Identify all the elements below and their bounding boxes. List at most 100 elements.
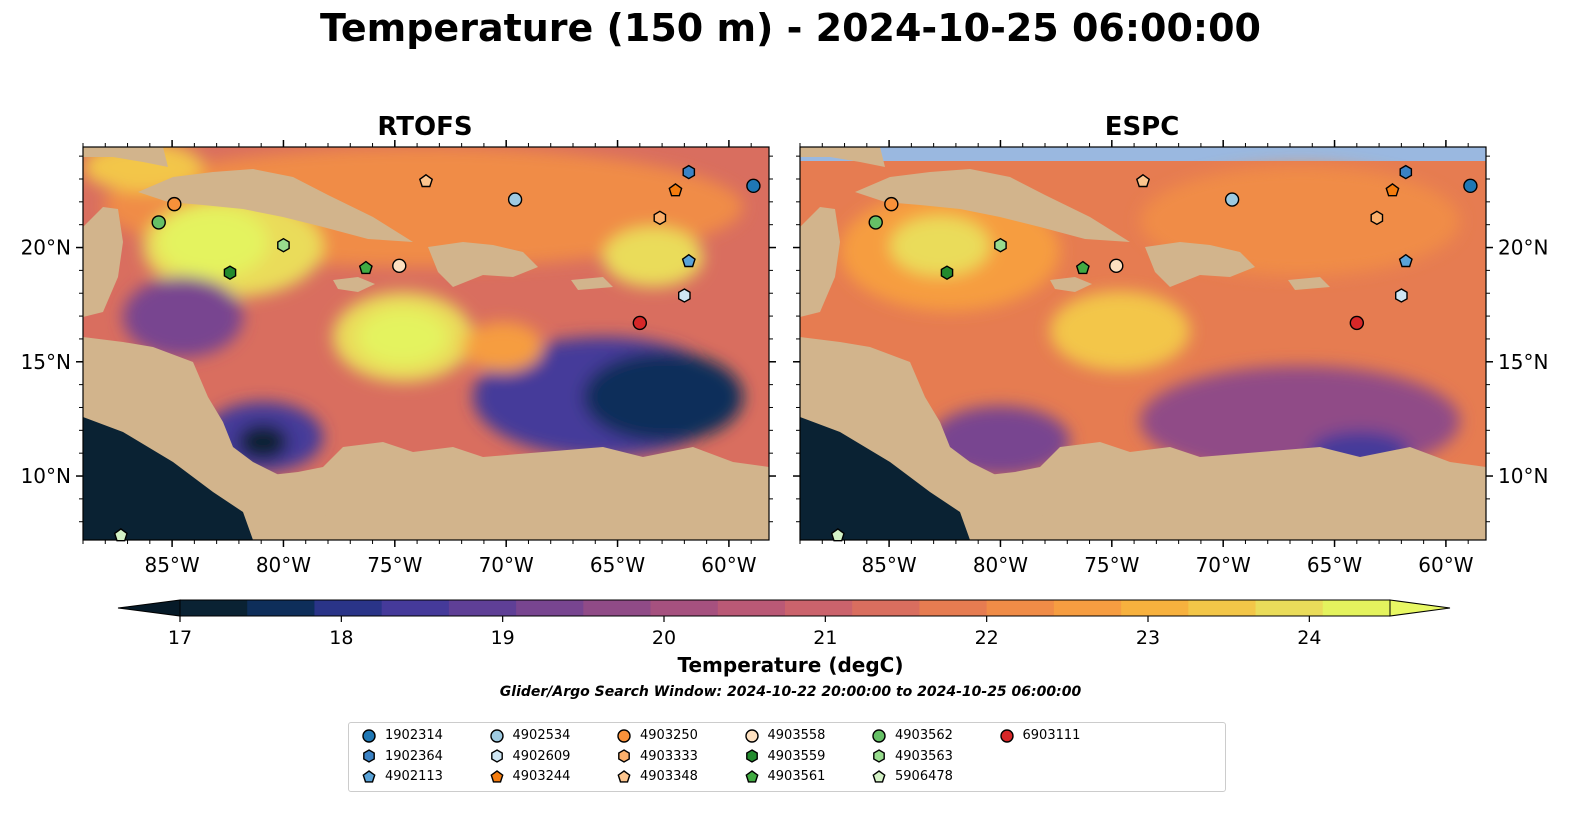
legend-label: 4902534	[512, 728, 571, 743]
lon-tick-label: 65°W	[1307, 553, 1362, 577]
legend-label: 4903244	[512, 769, 571, 784]
float-marker-4902113	[681, 253, 696, 268]
map-frame-espc	[799, 146, 1487, 541]
legend-item-4903562: 4903562	[871, 727, 953, 745]
panel-title-rtofs: RTOFS	[377, 112, 473, 142]
legend: 1902314 1902364 4902113 4902534 4902609 49032…	[348, 722, 1226, 792]
float-marker-4903561	[1075, 260, 1090, 275]
lon-tick-label: 80°W	[256, 553, 311, 577]
colorbar-segment	[852, 600, 920, 616]
legend-item-4902534: 4902534	[489, 727, 571, 745]
legend-item-1902364: 1902364	[361, 748, 443, 766]
legend-marker	[617, 728, 631, 743]
legend-item-4903559: 4903559	[744, 748, 825, 766]
legend-label: 4903563	[895, 748, 953, 764]
float-marker-4903333	[1370, 210, 1384, 226]
colorbar-segment	[650, 600, 719, 616]
legend-item-4903558: 4903558	[744, 727, 826, 745]
legend-label: 4903333	[640, 748, 698, 764]
colorbar-segment	[1053, 600, 1122, 616]
legend-label: 4902113	[385, 769, 443, 784]
float-marker-5906478	[113, 528, 128, 542]
circle-marker-icon	[362, 728, 376, 743]
float-marker-4902534	[1224, 192, 1240, 207]
legend-label: 4903250	[640, 728, 698, 743]
pentagon-marker-icon	[489, 769, 504, 783]
lon-tick-label: 65°W	[590, 553, 645, 577]
pentagon-marker-icon	[872, 769, 886, 783]
legend-item-4903561: 4903561	[744, 768, 826, 786]
legend-item-5906478: 5906478	[871, 768, 953, 786]
legend-marker	[362, 728, 376, 743]
float-marker-4903563	[994, 237, 1007, 253]
legend-marker	[745, 749, 758, 763]
float-marker-4903348	[1135, 173, 1151, 188]
legend-item-4903563: 4903563	[871, 748, 953, 766]
colorbar-segment	[583, 600, 652, 616]
pentagon-marker-icon	[744, 769, 759, 783]
colorbar-extend-high	[1389, 599, 1451, 617]
colorbar-segment	[1255, 600, 1324, 616]
legend-label: 5906478	[895, 769, 953, 784]
float-marker-4903561	[358, 260, 373, 275]
legend-marker	[872, 728, 886, 743]
float-marker-1902364	[682, 164, 696, 180]
colorbar-segment	[785, 600, 853, 616]
legend-marker	[872, 769, 886, 783]
legend-marker	[490, 749, 503, 763]
colorbar-segment	[919, 600, 988, 616]
float-marker-4903250	[167, 196, 182, 212]
float-marker-6903111	[632, 315, 648, 331]
colorbar-segment	[1121, 600, 1189, 616]
lon-tick-label: 80°W	[973, 553, 1028, 577]
lon-tick-label: 85°W	[144, 553, 199, 577]
colorbar-segment	[986, 600, 1055, 616]
lon-tick-label: 85°W	[861, 553, 916, 577]
legend-marker	[618, 749, 630, 763]
float-marker-4903250	[884, 196, 899, 212]
colorbar-tick-label: 18	[329, 627, 353, 649]
legend-item-4903348: 4903348	[616, 768, 698, 786]
float-marker-4903562	[151, 215, 166, 230]
colorbar-segment	[314, 600, 383, 616]
legend-item-4902609: 4902609	[489, 748, 570, 766]
figure-title: Temperature (150 m) - 2024-10-25 06:00:0…	[319, 6, 1261, 50]
legend-label: 4903561	[767, 769, 826, 784]
pentagon-marker-icon	[362, 769, 376, 783]
legend-marker	[617, 769, 631, 783]
legend-item-4903244: 4903244	[489, 768, 571, 786]
legend-item-1902314: 1902314	[361, 727, 443, 745]
float-marker-4902534	[507, 192, 523, 207]
colorbar-segment	[1188, 600, 1257, 616]
map-frame-rtofs	[82, 146, 770, 541]
hexagon-marker-icon	[363, 749, 375, 763]
colorbar-tick-label: 21	[813, 627, 837, 649]
legend-marker	[873, 749, 885, 763]
colorbar-tick-label: 20	[652, 627, 676, 649]
legend-item-4902113: 4902113	[361, 768, 443, 786]
lon-tick-label: 60°W	[701, 553, 756, 577]
float-marker-4903333	[653, 210, 667, 226]
lon-tick-label: 75°W	[1084, 553, 1139, 577]
float-marker-4902609	[678, 288, 691, 303]
lon-tick-label: 60°W	[1418, 553, 1473, 577]
lat-tick-label: 20°N	[1498, 236, 1548, 260]
float-marker-4903558	[1109, 258, 1124, 274]
circle-marker-icon	[617, 728, 631, 743]
float-marker-4903348	[418, 173, 434, 188]
float-marker-1902314	[1463, 178, 1478, 194]
legend-item-4903250: 4903250	[616, 727, 698, 745]
float-marker-4903244	[1385, 183, 1400, 197]
map-panel-espc	[800, 147, 1486, 540]
legend-label: 1902364	[385, 748, 443, 764]
colorbar-extend-low	[117, 599, 181, 617]
legend-label: 4903558	[767, 728, 826, 743]
hexagon-marker-icon	[490, 749, 503, 763]
colorbar-segment	[247, 600, 315, 616]
hexagon-marker-icon	[745, 749, 758, 763]
float-marker-4903563	[277, 237, 290, 253]
panel-title-espc: ESPC	[1104, 112, 1180, 142]
lon-tick-label: 70°W	[1196, 553, 1251, 577]
colorbar-segment	[717, 600, 786, 616]
